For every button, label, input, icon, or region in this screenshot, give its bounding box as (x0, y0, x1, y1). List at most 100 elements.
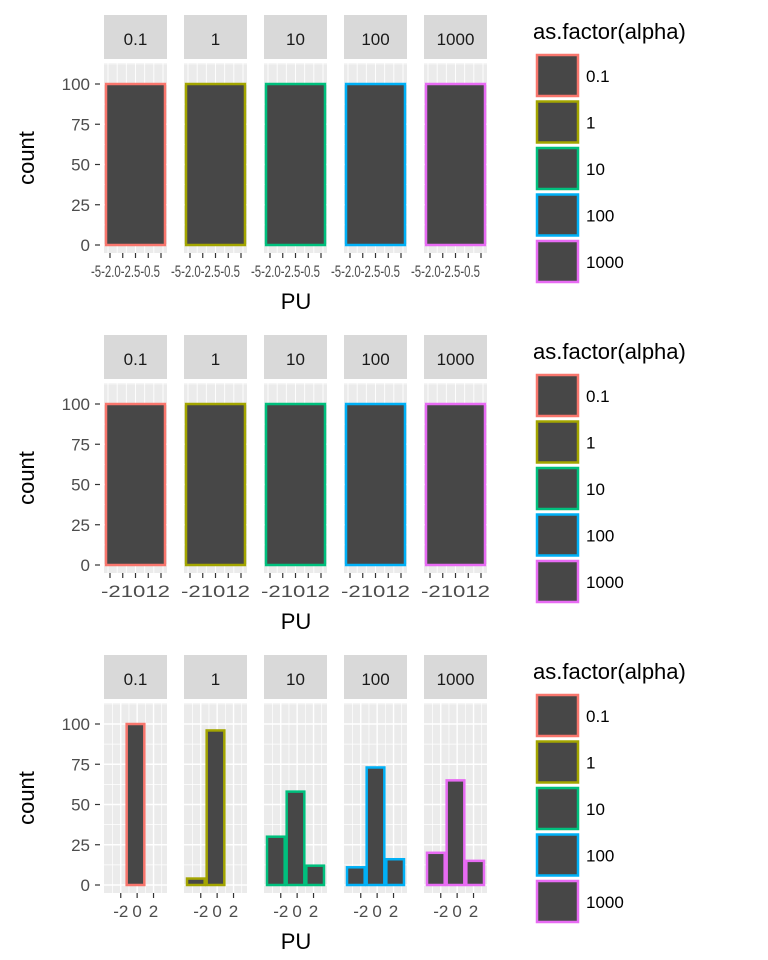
y-tick-label: 25 (71, 836, 90, 855)
legend-key (535, 740, 580, 784)
y-tick-label: 0 (81, 236, 90, 255)
x-tick-label: 0 (292, 902, 301, 921)
histogram-bar (264, 82, 327, 247)
legend-label: 0.1 (586, 387, 610, 406)
histogram-bar (265, 835, 286, 887)
legend-key (535, 373, 580, 418)
facet-strip (264, 15, 327, 59)
y-axis-title: count (14, 771, 39, 825)
facet-strip-label: 1000 (437, 670, 475, 689)
x-tick-label: -21012 (181, 582, 250, 601)
legend-key (535, 786, 580, 831)
histogram-bar (424, 402, 487, 567)
histogram-bar (184, 82, 247, 247)
legend-label: 100 (586, 847, 614, 866)
legend-label: 10 (586, 800, 605, 819)
facet-strip-label: 0.1 (124, 30, 148, 49)
histogram-bar (424, 82, 487, 247)
x-tick-label: -5-2.0-2.5-0.5 (251, 262, 320, 281)
histogram-bar (125, 722, 146, 887)
x-tick-label: -5-2.0-2.5-0.5 (411, 262, 480, 281)
legend: as.factor(alpha) 0.1 1 10 100 1000 (533, 19, 686, 284)
facet-strip (104, 15, 167, 59)
legend-key (535, 559, 580, 604)
histogram-bar (184, 402, 247, 567)
x-tick-label: -2 (273, 902, 288, 921)
histogram-bar (104, 82, 167, 247)
histogram-bar (344, 402, 407, 567)
y-axis-title: count (14, 451, 39, 505)
histogram-bar (285, 790, 306, 887)
chart-row-2: 0 25 50 75 100 count 0.1 -21012 1 -21012 10 -21012 1… (14, 335, 686, 634)
x-axis-title: PU (281, 609, 312, 634)
x-tick-label: -5-2.0-2.5-0.5 (331, 262, 400, 281)
legend-key (535, 146, 580, 191)
y-tick-label: 75 (71, 115, 90, 134)
chart-row-1: 0 25 50 75 100 count 0.1 -5-2.0-2.5-0.5 1 -5-2.0-… (14, 15, 686, 314)
y-tick-label: 75 (71, 755, 90, 774)
facet-strip-label: 100 (361, 350, 389, 369)
histogram-bar (385, 857, 406, 887)
x-tick-label: 2 (309, 902, 318, 921)
legend-label: 1000 (586, 573, 624, 592)
x-tick-label: 2 (149, 902, 158, 921)
histogram-bar (185, 877, 206, 887)
x-tick-label: -21012 (101, 582, 170, 601)
x-axis-title: PU (281, 289, 312, 314)
y-tick-label: 75 (71, 435, 90, 454)
x-tick-label: 2 (469, 902, 478, 921)
facet-strip (344, 655, 407, 699)
legend-label: 100 (586, 207, 614, 226)
x-tick-label: -2 (433, 902, 448, 921)
legend-key (535, 239, 580, 284)
facet-strip-label: 1000 (437, 30, 475, 49)
facet-strip (184, 335, 247, 379)
facet-strip-label: 1 (211, 350, 220, 369)
histogram-bar (425, 851, 446, 887)
facet-strip-label: 10 (286, 350, 305, 369)
legend-title: as.factor(alpha) (533, 339, 686, 364)
x-axis-title: PU (281, 929, 312, 954)
facet-strip-label: 1000 (437, 350, 475, 369)
facet-strip-label: 0.1 (124, 350, 148, 369)
y-tick-label: 50 (71, 476, 90, 495)
x-tick-label: -21012 (341, 582, 410, 601)
x-tick-label: 0 (452, 902, 461, 921)
legend-label: 1000 (586, 253, 624, 272)
facet-strip-label: 100 (361, 30, 389, 49)
legend-key (535, 879, 580, 924)
facet-strip-label: 10 (286, 30, 305, 49)
facet-strip (344, 15, 407, 59)
legend-key (535, 100, 580, 144)
histogram-bar (344, 82, 407, 247)
legend-label: 1000 (586, 893, 624, 912)
facet-strip (344, 335, 407, 379)
y-axis-title: count (14, 131, 39, 185)
y-tick-label: 0 (81, 876, 90, 895)
legend-title: as.factor(alpha) (533, 19, 686, 44)
legend-key (535, 420, 580, 464)
legend-key (535, 53, 580, 98)
y-tick-label: 100 (62, 715, 90, 734)
histogram-bar (345, 866, 366, 887)
legend-label: 100 (586, 527, 614, 546)
facet-strip (184, 655, 247, 699)
legend-label: 0.1 (586, 707, 610, 726)
legend-title: as.factor(alpha) (533, 659, 686, 684)
facet-strip (424, 15, 487, 59)
y-tick-label: 25 (71, 196, 90, 215)
legend-label: 0.1 (586, 67, 610, 86)
facet-strip (104, 335, 167, 379)
y-tick-label: 100 (62, 395, 90, 414)
x-tick-label: -21012 (421, 582, 490, 601)
y-tick-label: 100 (62, 75, 90, 94)
legend-label: 10 (586, 480, 605, 499)
facet-strip-label: 10 (286, 670, 305, 689)
x-tick-label: -5-2.0-2.5-0.5 (91, 262, 160, 281)
y-tick-label: 50 (71, 796, 90, 815)
histogram-bar (264, 402, 327, 567)
legend-label: 1 (586, 434, 595, 453)
